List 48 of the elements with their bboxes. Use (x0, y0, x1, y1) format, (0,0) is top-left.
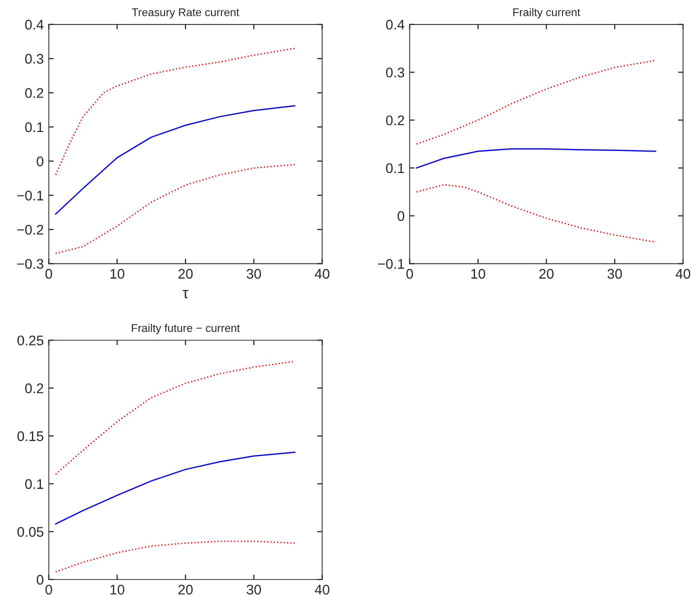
y-tick-label: 0.15 (17, 431, 44, 442)
x-tick-label: 20 (539, 268, 554, 279)
x-tick-label: 20 (178, 584, 193, 595)
x-tick-label: 20 (178, 268, 193, 279)
x-tick-label: 40 (314, 584, 330, 595)
y-tick-label: 0.3 (386, 68, 404, 78)
y-tick-label: 0.1 (25, 122, 44, 132)
x-tick-label: 0 (45, 268, 52, 279)
y-tick-label: 0.4 (25, 20, 44, 30)
x-tick-label: 40 (314, 268, 330, 279)
y-tick-label: 0.4 (386, 20, 404, 30)
x-tick-label: 10 (110, 268, 124, 279)
x-tick-label: 0 (45, 584, 52, 595)
x-tick-label: 0 (406, 268, 413, 279)
y-tick-label: 0.1 (25, 479, 44, 489)
line-series (55, 105, 296, 215)
line-series (416, 60, 656, 145)
y-tick-label: −0.1 (378, 259, 404, 269)
x-axis-title: τ (182, 290, 188, 298)
line-series (416, 184, 656, 243)
line-series (55, 452, 296, 525)
x-tick-label: 30 (246, 584, 262, 595)
line-series (416, 148, 656, 169)
y-tick-label: −0.3 (17, 259, 44, 269)
y-tick-label: 0.2 (25, 88, 44, 98)
x-tick-label: 40 (676, 268, 690, 279)
line-series (55, 164, 296, 254)
x-tick-label: 30 (608, 268, 622, 279)
y-tick-label: 0 (36, 574, 44, 585)
y-tick-label: 0.3 (25, 54, 44, 64)
y-tick-label: 0 (36, 156, 44, 166)
x-tick-label: 10 (110, 584, 124, 595)
x-tick-label: 30 (246, 268, 262, 279)
y-tick-label: 0.2 (25, 383, 44, 394)
y-tick-label: 0.05 (17, 526, 44, 537)
chart-title: Frailty future − current (132, 324, 240, 334)
y-tick-label: 0.1 (386, 163, 404, 174)
y-tick-label: 0.2 (386, 115, 404, 126)
line-series (55, 540, 296, 572)
y-tick-label: −0.1 (17, 190, 44, 200)
x-tick-label: 10 (471, 268, 486, 279)
line-series (55, 48, 296, 176)
chart-title: Frailty current (513, 8, 580, 18)
line-series (55, 360, 296, 475)
y-tick-label: 0.25 (17, 336, 44, 346)
chart-title: Treasury Rate current (132, 8, 240, 18)
y-tick-label: 0 (398, 211, 404, 221)
y-tick-label: −0.2 (17, 224, 44, 235)
